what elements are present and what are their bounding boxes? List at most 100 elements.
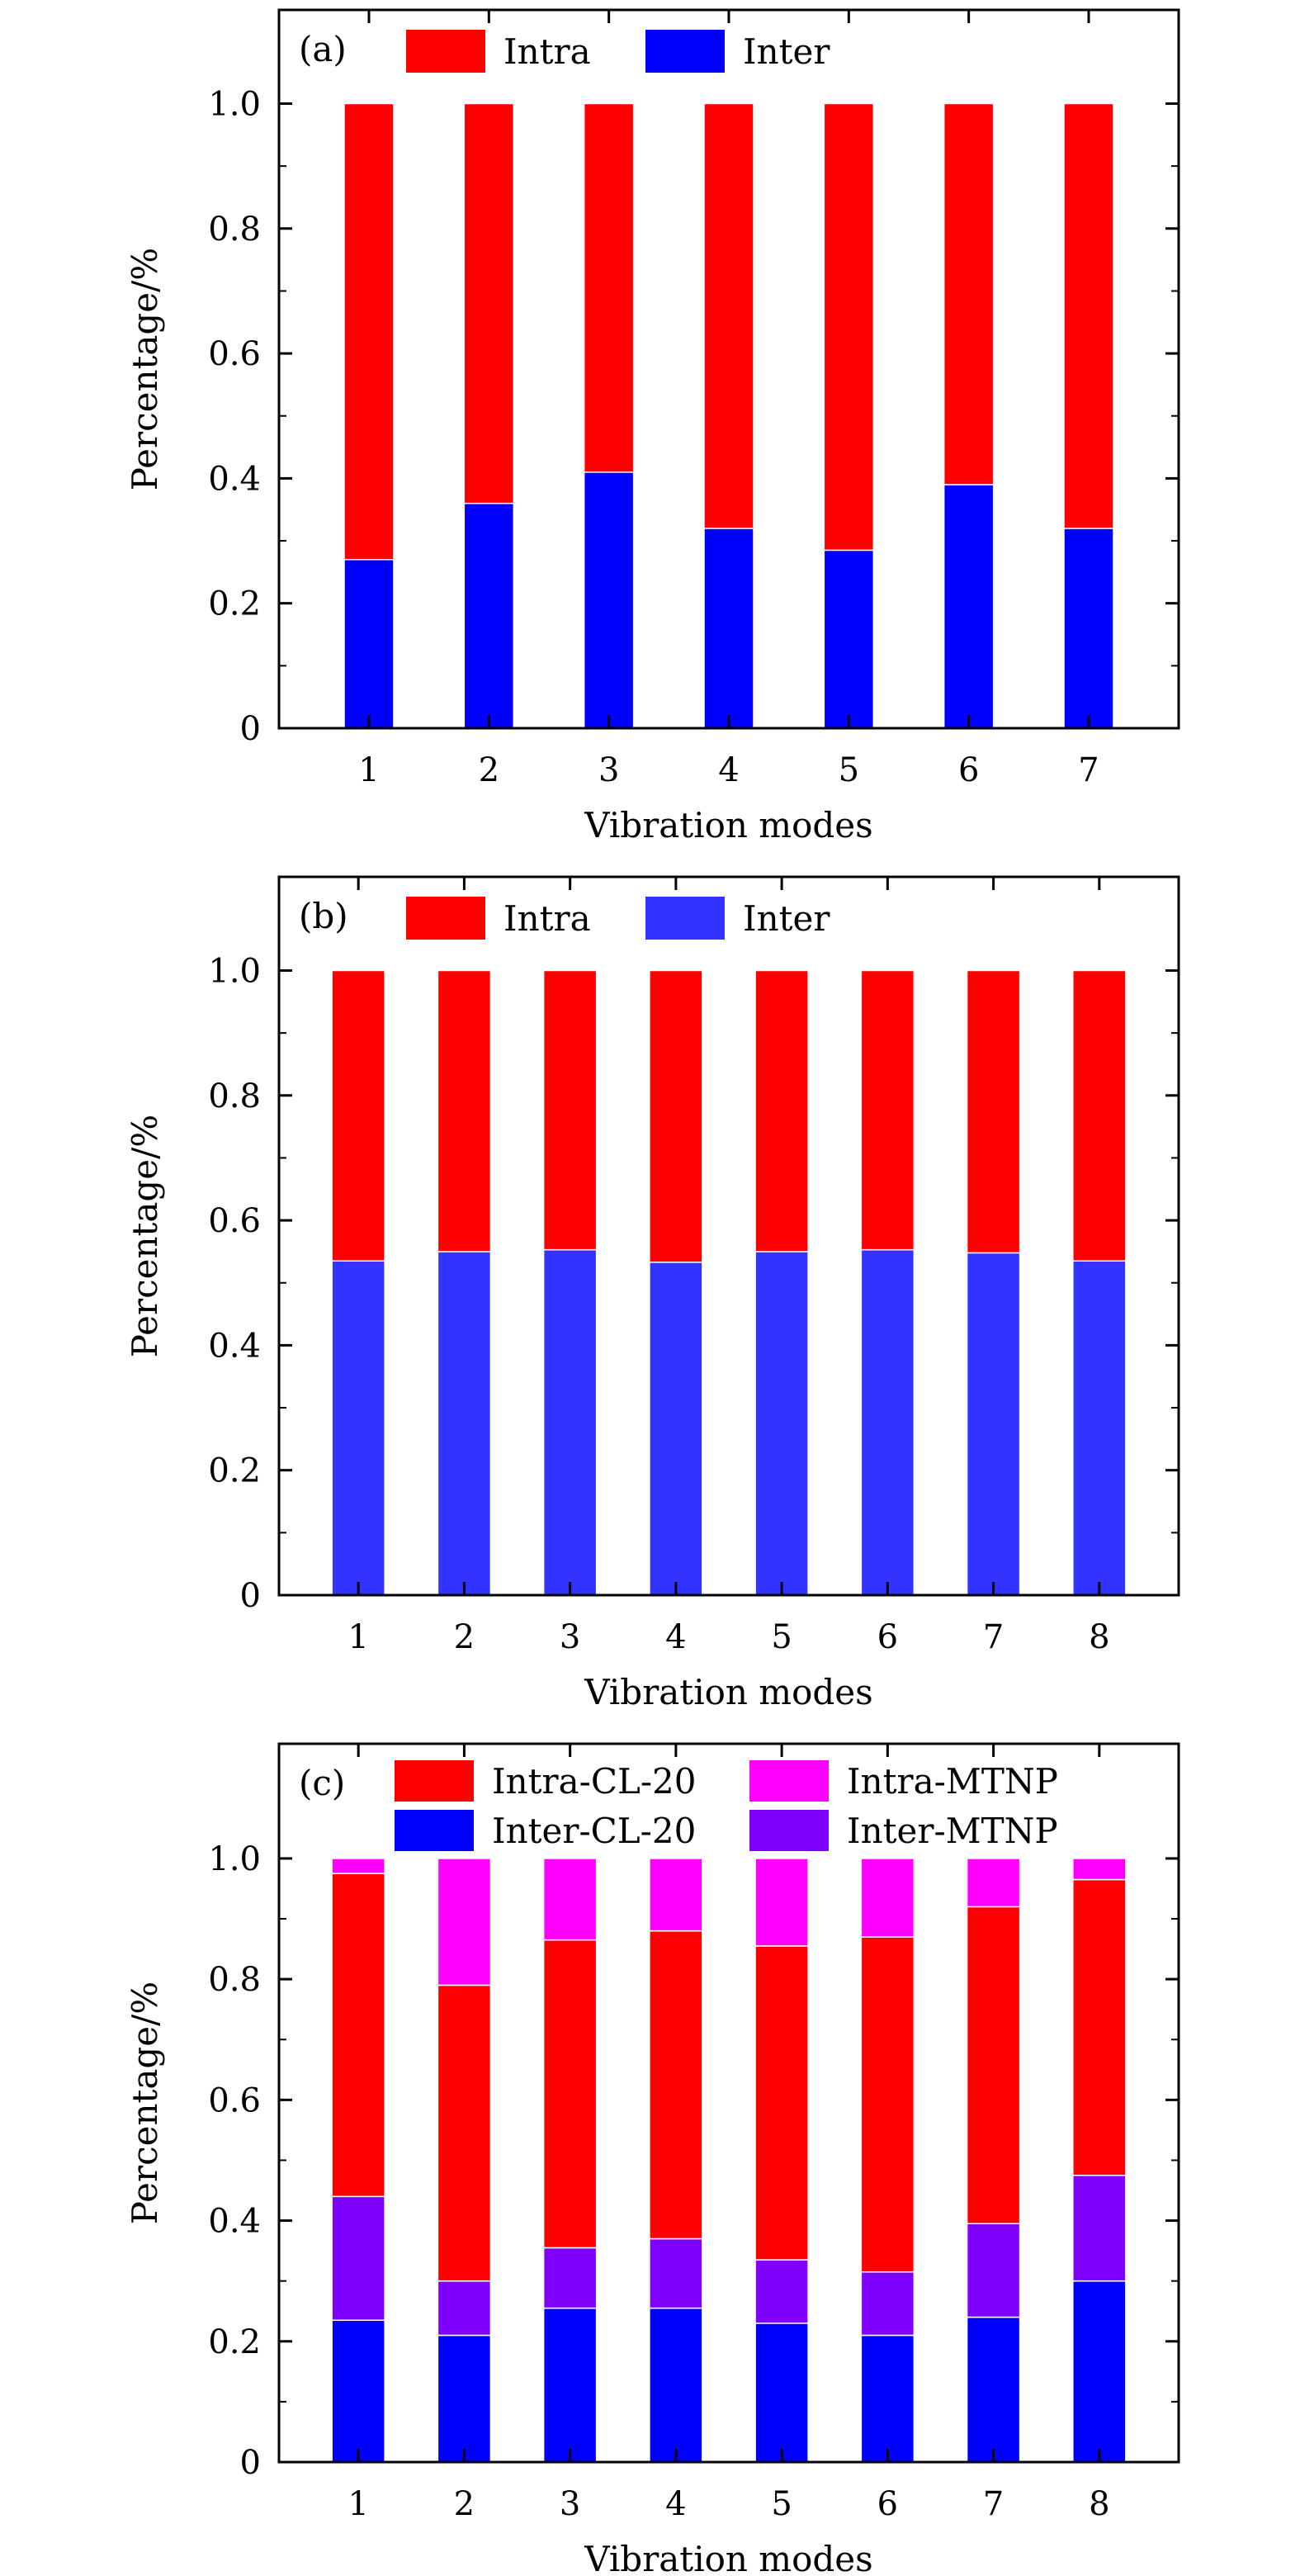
bar-inter-mode-2 bbox=[463, 502, 515, 729]
bar-inter-cl-20-mode-1 bbox=[331, 2319, 385, 2463]
bar-intra-mode-1 bbox=[343, 102, 395, 561]
bar-intra-mtnp-mode-5 bbox=[754, 1858, 809, 1947]
y-tick-label: 0.6 bbox=[208, 1202, 261, 1240]
bar-intra-cl-20-mode-2 bbox=[437, 1984, 492, 2282]
bar-intra-mode-3 bbox=[583, 102, 635, 473]
bar-inter-mode-7 bbox=[1063, 528, 1114, 729]
legend-swatch-intra bbox=[406, 897, 485, 940]
legend-label-inter-mtnp: Inter-MTNP bbox=[847, 1811, 1058, 1851]
bar-intra-mtnp-mode-8 bbox=[1072, 1858, 1127, 1881]
bar-intra-mode-6 bbox=[943, 102, 995, 485]
bar-intra-mode-5 bbox=[823, 102, 875, 552]
bar-inter-mtnp-mode-5 bbox=[754, 2259, 809, 2324]
x-tick-label-1: 1 bbox=[347, 1618, 368, 1656]
bar-intra-cl-20-mode-7 bbox=[966, 1906, 1021, 2224]
bar-intra-mode-4 bbox=[649, 969, 703, 1263]
x-tick-label-8: 8 bbox=[1089, 2485, 1109, 2523]
bar-inter-mtnp-mode-3 bbox=[542, 2247, 598, 2309]
bar-inter-cl-20-mode-2 bbox=[437, 2334, 492, 2463]
y-tick-label: 0.4 bbox=[208, 460, 261, 498]
x-tick-label-2: 2 bbox=[479, 751, 499, 789]
bar-intra-mtnp-mode-6 bbox=[860, 1858, 915, 1938]
bar-intra-mode-5 bbox=[754, 969, 809, 1252]
bar-inter-mode-1 bbox=[331, 1260, 385, 1596]
bar-intra-mtnp-mode-2 bbox=[437, 1858, 492, 1986]
bar-intra-mode-2 bbox=[437, 969, 492, 1252]
bar-inter-mtnp-mode-4 bbox=[649, 2237, 703, 2309]
legend-swatch-inter-mtnp bbox=[749, 1810, 829, 1851]
chart-panel-b: 0 0.2 0.4 0.6 0.8 1.0 1 2 3 4 5 6 7 8 Vibration modes P… bbox=[125, 875, 1180, 1712]
chart-panel-a: 0 0.2 0.4 0.6 0.8 1.0 1 2 3 4 5 6 7 Vibration modes Pe… bbox=[125, 8, 1180, 845]
y-tick-label: 0.8 bbox=[208, 1077, 261, 1115]
x-tick-label-5: 5 bbox=[771, 1618, 792, 1656]
y-tick-label: 0.4 bbox=[208, 1327, 261, 1365]
bar-inter-cl-20-mode-5 bbox=[754, 2323, 809, 2463]
bar-inter-mtnp-mode-2 bbox=[437, 2280, 492, 2337]
x-axis-label: Vibration modes bbox=[584, 805, 872, 845]
legend-label-inter: Inter bbox=[743, 898, 830, 939]
bar-intra-cl-20-mode-8 bbox=[1072, 1878, 1127, 2176]
x-tick-label-4: 4 bbox=[665, 1618, 686, 1656]
y-axis-label: Percentage/% bbox=[125, 248, 165, 490]
bar-intra-mode-7 bbox=[966, 969, 1021, 1254]
y-tick-label: 1.0 bbox=[208, 1840, 261, 1878]
bar-inter-cl-20-mode-3 bbox=[542, 2307, 598, 2463]
y-tick-label: 0.8 bbox=[208, 211, 261, 249]
panel-label: (b) bbox=[299, 896, 348, 936]
legend-swatch-intra-cl-20 bbox=[395, 1760, 474, 1802]
x-tick-label-7: 7 bbox=[983, 2485, 1004, 2523]
y-tick-label: 0.8 bbox=[208, 1961, 261, 1999]
bar-inter-mode-2 bbox=[437, 1251, 492, 1596]
bar-inter-mode-6 bbox=[860, 1248, 915, 1596]
bar-intra-cl-20-mode-3 bbox=[542, 1939, 598, 2249]
x-axis-label: Vibration modes bbox=[584, 2539, 872, 2576]
y-tick-label: 0.2 bbox=[208, 1452, 261, 1490]
bar-inter-mode-3 bbox=[583, 471, 635, 729]
x-tick-label-5: 5 bbox=[839, 751, 859, 789]
x-tick-label-8: 8 bbox=[1089, 1618, 1109, 1656]
bar-inter-mode-8 bbox=[1072, 1260, 1127, 1596]
y-tick-label: 0.2 bbox=[208, 2323, 261, 2361]
bar-inter-mtnp-mode-1 bbox=[331, 2195, 385, 2321]
legend-swatch-intra-mtnp bbox=[749, 1760, 829, 1802]
bar-inter-mode-7 bbox=[966, 1252, 1021, 1596]
legend-label-intra: Intra bbox=[503, 898, 591, 939]
bar-inter-cl-20-mode-8 bbox=[1072, 2280, 1127, 2463]
bar-intra-mtnp-mode-7 bbox=[966, 1858, 1021, 1908]
bar-intra-cl-20-mode-1 bbox=[331, 1873, 385, 2198]
bar-intra-mode-7 bbox=[1063, 102, 1114, 529]
x-tick-label-2: 2 bbox=[454, 1618, 475, 1656]
bar-inter-cl-20-mode-6 bbox=[860, 2334, 915, 2463]
plot-frame bbox=[277, 875, 1180, 1597]
x-tick-label-4: 4 bbox=[718, 751, 739, 789]
legend-label-intra: Intra bbox=[503, 31, 591, 72]
x-tick-label-5: 5 bbox=[771, 2485, 792, 2523]
x-tick-label-6: 6 bbox=[958, 751, 979, 789]
y-axis-label: Percentage/% bbox=[125, 1115, 165, 1357]
bar-intra-mode-1 bbox=[331, 969, 385, 1262]
y-tick-label: 0 bbox=[240, 2444, 261, 2482]
legend-label-intra-cl-20: Intra-CL-20 bbox=[492, 1761, 697, 1802]
bar-intra-mode-2 bbox=[463, 102, 515, 504]
legend-label-intra-mtnp: Intra-MTNP bbox=[847, 1761, 1058, 1802]
x-tick-label-1: 1 bbox=[347, 2485, 368, 2523]
panel-label: (a) bbox=[299, 29, 347, 69]
panel-label: (c) bbox=[299, 1763, 345, 1803]
bar-intra-cl-20-mode-5 bbox=[754, 1945, 809, 2261]
x-tick-label-7: 7 bbox=[983, 1618, 1004, 1656]
bar-intra-mode-3 bbox=[542, 969, 598, 1251]
legend-swatch-inter bbox=[645, 30, 725, 73]
bar-intra-mtnp-mode-4 bbox=[649, 1858, 703, 1932]
x-tick-label-3: 3 bbox=[560, 2485, 580, 2523]
bar-intra-cl-20-mode-4 bbox=[649, 1930, 703, 2240]
plot-frame bbox=[277, 1742, 1180, 2464]
bar-inter-mode-4 bbox=[649, 1262, 703, 1596]
x-tick-label-6: 6 bbox=[877, 2485, 898, 2523]
x-tick-label-2: 2 bbox=[454, 2485, 475, 2523]
legend-label-inter: Inter bbox=[743, 31, 830, 72]
bar-inter-cl-20-mode-7 bbox=[966, 2316, 1021, 2463]
bar-inter-mode-4 bbox=[703, 528, 754, 729]
bar-intra-cl-20-mode-6 bbox=[860, 1936, 915, 2273]
bar-inter-mode-3 bbox=[542, 1248, 598, 1596]
